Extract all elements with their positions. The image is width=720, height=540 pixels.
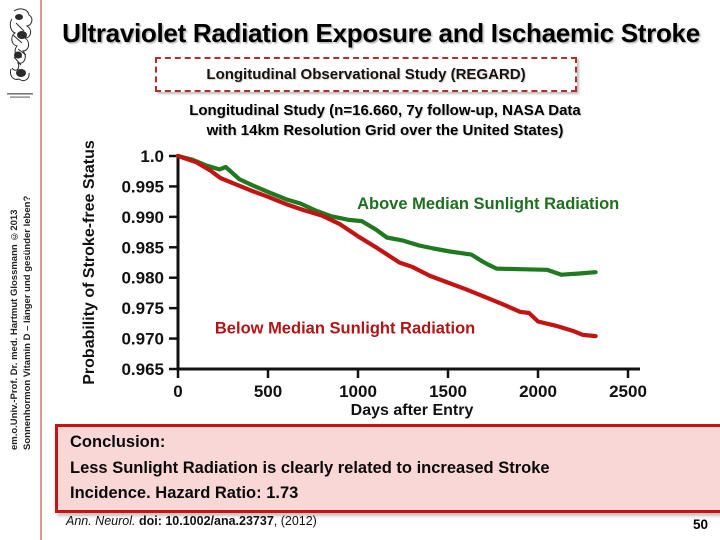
chart-title: Longitudinal Study (n=16.660, 7y follow-…: [50, 101, 720, 141]
survival-chart: 1.0 0.995 0.990 0.985 0.980 0.975 0.970 0.965 0 5…: [81, 140, 647, 419]
publisher-logo-icon: [7, 8, 33, 98]
author-credit-line2: Sonnenhormon Vitamin D – länger und gesü…: [22, 195, 33, 450]
citation-journal: Ann. Neurol.: [66, 514, 136, 528]
citation-doi: doi: 10.1002/ana.23737: [135, 514, 274, 528]
x-tick-label: 1000: [339, 382, 377, 401]
series-label: Below Median Sunlight Radiation: [215, 320, 475, 338]
x-tick-label: 0: [173, 382, 182, 401]
y-tick-label: 0.970: [121, 330, 164, 349]
series-label: Above Median Sunlight Radiation: [357, 195, 619, 213]
conclusion-heading: Conclusion:: [70, 433, 166, 451]
y-axis-title: Probability of Stroke-free Status: [81, 140, 98, 385]
y-tick-label: 0.980: [121, 269, 164, 288]
x-tick-label: 2500: [609, 382, 647, 401]
page-number: 50: [692, 517, 708, 532]
y-tick-label: 0.985: [121, 238, 164, 257]
x-axis-title: Days after Entry: [351, 402, 474, 419]
x-tick-label: 2000: [519, 382, 557, 401]
series-line: [175, 153, 598, 339]
chart-title-line1: Longitudinal Study (n=16.660, 7y follow-…: [189, 102, 581, 119]
study-type-badge-label: Longitudinal Observational Study (REGARD…: [206, 66, 526, 83]
citation: Ann. Neurol. doi: 10.1002/ana.23737, (20…: [66, 514, 317, 528]
y-tick-label: 0.975: [121, 299, 164, 318]
author-credit: em.o.Univ.-Prof. Dr. med. Hartmut Glossm…: [8, 105, 36, 450]
x-tick-label: 500: [254, 382, 282, 401]
y-tick-label: 0.965: [121, 360, 164, 379]
x-tick-label: 1500: [429, 382, 467, 401]
y-tick-label: 1.0: [140, 147, 164, 166]
study-type-badge: Longitudinal Observational Study (REGARD…: [155, 57, 577, 92]
author-credit-line1: em.o.Univ.-Prof. Dr. med. Hartmut Glossm…: [9, 209, 20, 450]
y-tick-label: 0.990: [121, 208, 164, 227]
y-tick-label: 0.995: [121, 177, 164, 196]
citation-year: , (2012): [273, 514, 317, 528]
conclusion-text-line2: Less Sunlight Radiation is clearly relat…: [70, 458, 550, 477]
series-line: [175, 153, 598, 277]
sidebar-divider: [40, 0, 42, 540]
chart-title-line2: with 14km Resolution Grid over the Unite…: [206, 122, 564, 139]
conclusion-box: Conclusion: Less Sunlight Radiation is c…: [55, 424, 720, 513]
conclusion-text-line3: Incidence. Hazard Ratio: 1.73: [70, 484, 299, 502]
page-title: Ultraviolet Radiation Exposure and Ischa…: [62, 18, 700, 48]
